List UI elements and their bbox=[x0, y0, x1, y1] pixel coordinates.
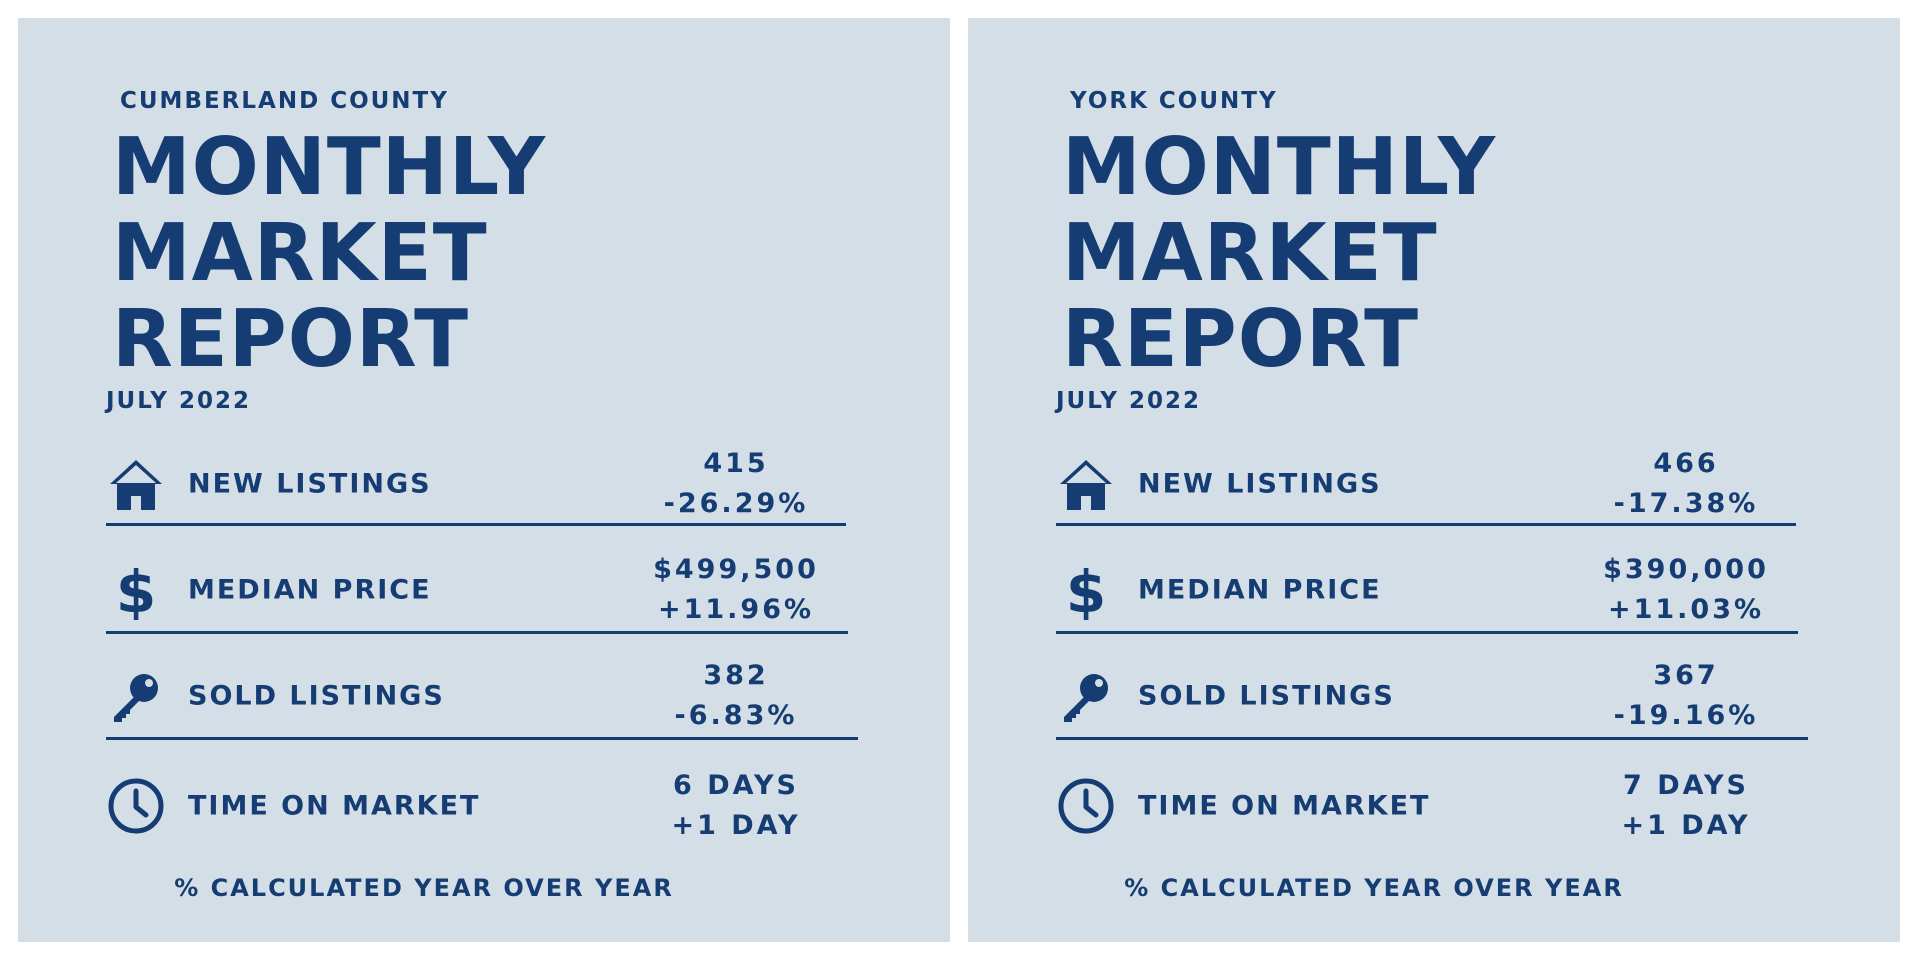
key-icon bbox=[114, 674, 158, 722]
metric-label: TIME ON MARKET bbox=[1138, 790, 1431, 822]
divider bbox=[106, 737, 858, 740]
metric-values: 6 DAYS +1 DAY bbox=[616, 766, 856, 846]
divider bbox=[1056, 523, 1796, 526]
metric-label: MEDIAN PRICE bbox=[1138, 574, 1382, 606]
metric-label: MEDIAN PRICE bbox=[188, 574, 432, 606]
metric-values: 415 -26.29% bbox=[616, 444, 856, 524]
footnote: % CALCULATED YEAR OVER YEAR bbox=[1124, 874, 1624, 902]
metric-change: -6.83% bbox=[674, 700, 798, 731]
metric-label: SOLD LISTINGS bbox=[1138, 680, 1395, 712]
metric-change: +11.03% bbox=[1607, 594, 1765, 625]
dollar-icon: $ bbox=[116, 560, 156, 620]
title-line: MARKET bbox=[1062, 207, 1438, 299]
metric-value: 367 bbox=[1653, 660, 1719, 691]
report-title: MONTHLY MARKET REPORT bbox=[112, 124, 546, 382]
metric-label: NEW LISTINGS bbox=[1138, 468, 1382, 500]
metric-value: 6 DAYS bbox=[673, 770, 799, 801]
metric-change: -17.38% bbox=[1613, 488, 1759, 519]
metric-value: 382 bbox=[703, 660, 769, 691]
metric-row-time-on-market: TIME ON MARKET 7 DAYS +1 DAY bbox=[1056, 766, 1816, 846]
title-line: MONTHLY bbox=[1062, 121, 1497, 213]
metric-change: +1 DAY bbox=[1621, 810, 1751, 841]
metric-change: +1 DAY bbox=[671, 810, 801, 841]
divider bbox=[1056, 737, 1808, 740]
report-date: JULY 2022 bbox=[106, 388, 251, 414]
house-icon bbox=[110, 460, 162, 510]
metric-values: 367 -19.16% bbox=[1566, 656, 1806, 736]
metric-row-time-on-market: TIME ON MARKET 6 DAYS +1 DAY bbox=[106, 766, 866, 846]
metric-values: 466 -17.38% bbox=[1566, 444, 1806, 524]
title-line: MARKET bbox=[112, 207, 488, 299]
county-name: CUMBERLAND COUNTY bbox=[120, 88, 449, 114]
footnote: % CALCULATED YEAR OVER YEAR bbox=[174, 874, 674, 902]
title-line: REPORT bbox=[1062, 293, 1420, 385]
metric-values: $499,500 +11.96% bbox=[616, 550, 856, 630]
report-date: JULY 2022 bbox=[1056, 388, 1201, 414]
clock-icon bbox=[108, 778, 164, 834]
metric-values: 7 DAYS +1 DAY bbox=[1566, 766, 1806, 846]
metric-label: SOLD LISTINGS bbox=[188, 680, 445, 712]
house-icon bbox=[1060, 460, 1112, 510]
dollar-icon: $ bbox=[1066, 560, 1106, 620]
metric-row-median-price: $ MEDIAN PRICE $390,000 +11.03% bbox=[1056, 550, 1816, 630]
metric-label: TIME ON MARKET bbox=[188, 790, 481, 822]
divider bbox=[106, 631, 848, 634]
metric-change: -19.16% bbox=[1613, 700, 1759, 731]
svg-text:$: $ bbox=[1066, 560, 1106, 620]
metric-values: 382 -6.83% bbox=[616, 656, 856, 736]
metric-value: $390,000 bbox=[1603, 554, 1769, 585]
divider bbox=[106, 523, 846, 526]
metric-row-median-price: $ MEDIAN PRICE $499,500 +11.96% bbox=[106, 550, 866, 630]
metric-value: 466 bbox=[1653, 448, 1719, 479]
report-title: MONTHLY MARKET REPORT bbox=[1062, 124, 1496, 382]
title-line: MONTHLY bbox=[112, 121, 547, 213]
report-panel-york: YORK COUNTY MONTHLY MARKET REPORT JULY 2… bbox=[968, 18, 1900, 942]
metric-row-sold-listings: SOLD LISTINGS 367 -19.16% bbox=[1056, 656, 1816, 736]
metric-change: -26.29% bbox=[663, 488, 809, 519]
key-icon bbox=[1064, 674, 1108, 722]
metric-label: NEW LISTINGS bbox=[188, 468, 432, 500]
metric-change: +11.96% bbox=[657, 594, 815, 625]
metric-row-sold-listings: SOLD LISTINGS 382 -6.83% bbox=[106, 656, 866, 736]
title-line: REPORT bbox=[112, 293, 470, 385]
clock-icon bbox=[1058, 778, 1114, 834]
divider bbox=[1056, 631, 1798, 634]
svg-text:$: $ bbox=[116, 560, 156, 620]
metric-row-new-listings: NEW LISTINGS 415 -26.29% bbox=[106, 444, 866, 524]
metric-value: $499,500 bbox=[653, 554, 819, 585]
metric-value: 415 bbox=[703, 448, 769, 479]
metric-value: 7 DAYS bbox=[1623, 770, 1749, 801]
metric-values: $390,000 +11.03% bbox=[1566, 550, 1806, 630]
report-panel-cumberland: CUMBERLAND COUNTY MONTHLY MARKET REPORT … bbox=[18, 18, 950, 942]
metric-row-new-listings: NEW LISTINGS 466 -17.38% bbox=[1056, 444, 1816, 524]
county-name: YORK COUNTY bbox=[1070, 88, 1278, 114]
